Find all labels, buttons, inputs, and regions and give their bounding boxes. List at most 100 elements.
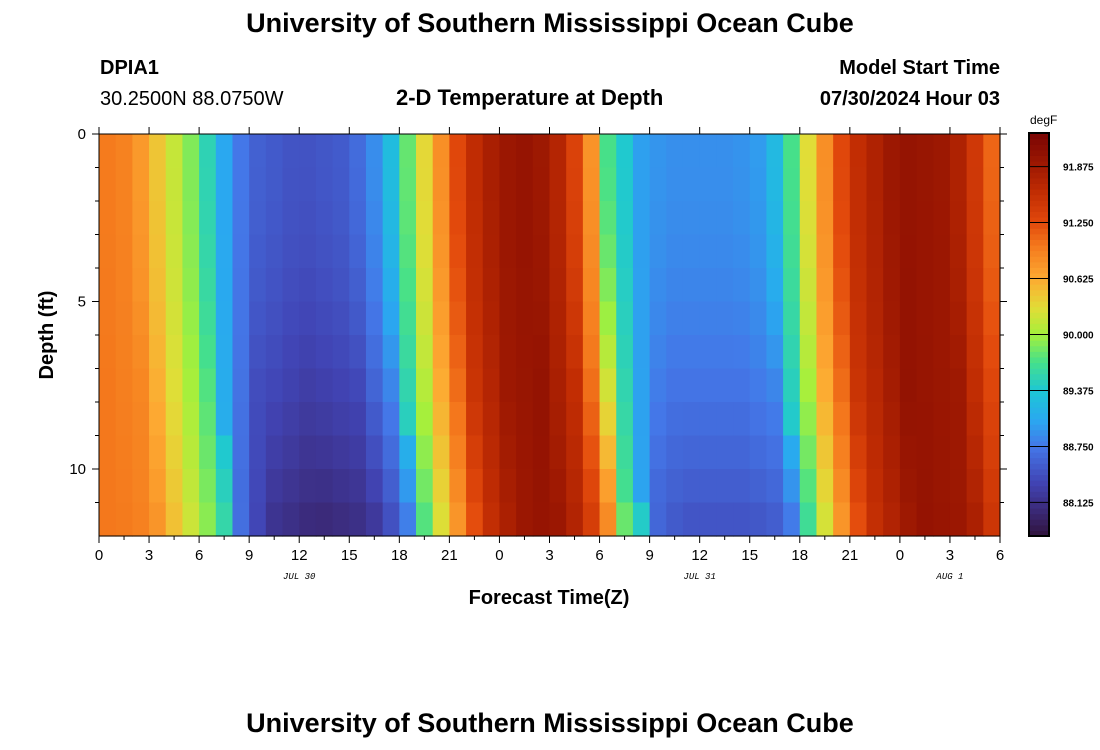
heatmap-cell xyxy=(699,469,717,504)
heatmap-cell xyxy=(432,435,450,470)
heatmap-cell xyxy=(566,201,584,236)
colorbar-swatch xyxy=(1029,222,1049,229)
heatmap-cell xyxy=(933,301,951,336)
colorbar-swatch xyxy=(1029,379,1049,386)
heatmap-cell xyxy=(949,201,968,236)
heatmap-cell xyxy=(983,268,1001,303)
x-tick-label: 0 xyxy=(896,547,904,564)
heatmap-cell xyxy=(966,435,984,470)
heatmap-cell xyxy=(983,301,1001,336)
heatmap-cell xyxy=(149,134,167,169)
heatmap-cell xyxy=(582,368,601,403)
heatmap-cell xyxy=(916,167,934,202)
heatmap-cell xyxy=(549,201,567,236)
heatmap-cell xyxy=(733,402,751,437)
heatmap-cell xyxy=(232,402,250,437)
heatmap-cell xyxy=(866,167,884,202)
heatmap-cell xyxy=(232,201,250,236)
heatmap-cell xyxy=(165,234,184,269)
heatmap-cell xyxy=(599,335,617,370)
heatmap-cell xyxy=(215,469,234,504)
heatmap-cell xyxy=(899,469,918,504)
heatmap-cell xyxy=(199,134,217,169)
heatmap-cell xyxy=(549,335,567,370)
heatmap-cell xyxy=(249,268,267,303)
heatmap-cell xyxy=(866,502,884,537)
y-axis-title: Depth (ft) xyxy=(36,291,58,380)
colorbar-swatch xyxy=(1029,502,1049,509)
heatmap-cell xyxy=(482,301,501,336)
heatmap-cell xyxy=(499,335,517,370)
heatmap-cell xyxy=(282,469,300,504)
heatmap-cell xyxy=(599,469,617,504)
heatmap-cell xyxy=(983,368,1001,403)
heatmap-cell xyxy=(849,301,868,336)
heatmap-cell xyxy=(149,435,167,470)
colorbar-swatch xyxy=(1029,328,1049,336)
model-start-label: Model Start Time xyxy=(839,57,1000,79)
heatmap-cell xyxy=(749,469,768,504)
heatmap-cell xyxy=(349,469,367,504)
colorbar-label: 90.625 xyxy=(1063,275,1094,286)
heatmap-cell xyxy=(432,201,450,236)
heatmap-cell xyxy=(682,335,701,370)
heatmap-cell xyxy=(315,469,334,504)
heatmap-cell xyxy=(766,301,784,336)
heatmap-cell xyxy=(816,201,834,236)
heatmap-cell xyxy=(949,502,968,537)
heatmap-cell xyxy=(783,368,801,403)
heatmap-cell xyxy=(649,301,667,336)
heatmap-cell xyxy=(232,134,250,169)
heatmap-cell xyxy=(282,402,300,437)
heatmap-cell xyxy=(399,201,417,236)
heatmap-cell xyxy=(516,167,534,202)
heatmap-cell xyxy=(365,201,384,236)
heatmap-cell xyxy=(499,402,517,437)
heatmap-cell xyxy=(833,301,851,336)
heatmap-cell xyxy=(149,469,167,504)
heatmap-cell xyxy=(599,435,617,470)
heatmap-cell xyxy=(916,502,934,537)
heatmap-cell xyxy=(265,435,284,470)
heatmap-cell xyxy=(866,134,884,169)
colorbar-label: 91.875 xyxy=(1063,163,1094,174)
heatmap-cell xyxy=(182,301,200,336)
heatmap-cell xyxy=(382,402,400,437)
heatmap-cell xyxy=(232,435,250,470)
heatmap-cell xyxy=(649,502,667,537)
colorbar-swatch xyxy=(1029,457,1049,464)
heatmap-cell xyxy=(966,167,984,202)
heatmap-cell xyxy=(232,469,250,504)
heatmap-cell xyxy=(232,268,250,303)
heatmap-cell xyxy=(733,301,751,336)
heatmap-cell xyxy=(582,335,601,370)
heatmap-cell xyxy=(699,335,717,370)
heatmap-cell xyxy=(816,167,834,202)
heatmap-cell xyxy=(449,402,467,437)
x-tick-label: 18 xyxy=(391,547,408,564)
heatmap-cell xyxy=(232,301,250,336)
colorbar-swatch xyxy=(1029,396,1049,403)
heatmap-cell xyxy=(866,368,884,403)
heatmap-cell xyxy=(649,402,667,437)
heatmap-cell xyxy=(182,167,200,202)
heatmap-cell xyxy=(783,469,801,504)
heatmap-cell xyxy=(582,201,601,236)
heatmap-cell xyxy=(132,134,150,169)
heatmap-cell xyxy=(165,469,184,504)
heatmap-cell xyxy=(866,402,884,437)
heatmap-cell xyxy=(983,201,1001,236)
heatmap-cell xyxy=(149,201,167,236)
heatmap-cell xyxy=(616,368,634,403)
colorbar-swatch xyxy=(1029,233,1049,240)
heatmap-cell xyxy=(582,301,601,336)
heatmap-cell xyxy=(299,234,317,269)
heatmap-cell xyxy=(949,435,968,470)
heatmap-cell xyxy=(983,469,1001,504)
heatmap-cell xyxy=(282,368,300,403)
heatmap-cell xyxy=(199,368,217,403)
colorbar-swatch xyxy=(1029,446,1049,453)
heatmap-cell xyxy=(466,502,484,537)
heatmap-cell xyxy=(382,368,400,403)
heatmap-cell xyxy=(482,368,501,403)
